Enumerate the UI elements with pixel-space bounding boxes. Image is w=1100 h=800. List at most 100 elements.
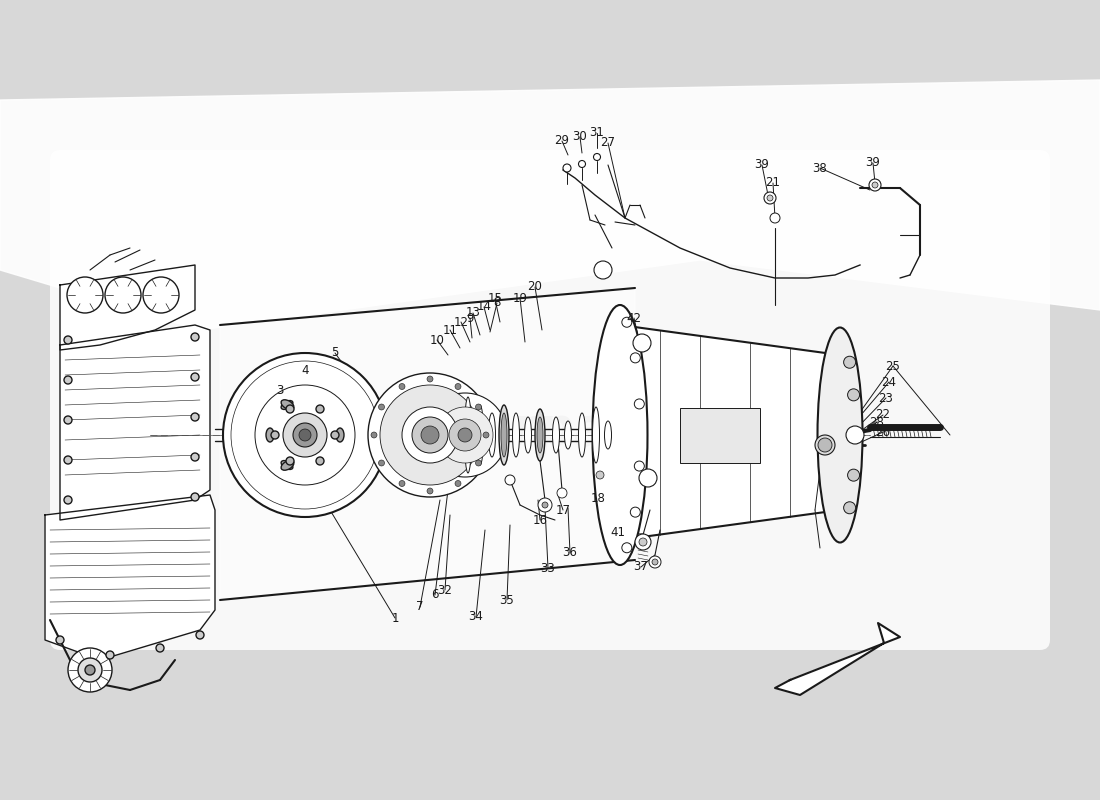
Text: 27: 27 (601, 137, 616, 150)
Circle shape (378, 460, 385, 466)
Ellipse shape (499, 405, 509, 465)
Circle shape (316, 457, 324, 465)
Ellipse shape (535, 409, 544, 461)
Circle shape (424, 393, 507, 477)
Circle shape (594, 261, 612, 279)
Circle shape (542, 502, 548, 508)
Polygon shape (776, 623, 900, 695)
Text: 26: 26 (876, 426, 891, 438)
Text: 21: 21 (766, 177, 781, 190)
Circle shape (630, 507, 640, 517)
Circle shape (844, 502, 856, 514)
Circle shape (196, 631, 204, 639)
Text: 31: 31 (590, 126, 604, 139)
Circle shape (596, 471, 604, 479)
FancyBboxPatch shape (50, 150, 1050, 650)
Text: A: A (638, 338, 646, 347)
Circle shape (223, 353, 387, 517)
Text: 24: 24 (881, 375, 896, 389)
Circle shape (846, 426, 864, 444)
Circle shape (632, 334, 651, 352)
Circle shape (191, 333, 199, 341)
Text: 13: 13 (465, 306, 481, 319)
Ellipse shape (513, 413, 519, 457)
Text: 17: 17 (556, 503, 571, 517)
Circle shape (378, 404, 385, 410)
Ellipse shape (488, 413, 495, 457)
Ellipse shape (282, 401, 293, 410)
Circle shape (143, 277, 179, 313)
Circle shape (869, 179, 881, 191)
Text: 11: 11 (442, 323, 458, 337)
Text: 28: 28 (870, 415, 884, 429)
Text: 42: 42 (627, 311, 641, 325)
Circle shape (455, 383, 461, 390)
Text: 37: 37 (634, 561, 648, 574)
Polygon shape (0, 80, 1100, 330)
Circle shape (872, 182, 878, 188)
Text: 41: 41 (610, 526, 626, 539)
Circle shape (255, 385, 355, 485)
Ellipse shape (818, 438, 832, 452)
Circle shape (293, 423, 317, 447)
Text: 32: 32 (438, 583, 452, 597)
Circle shape (64, 456, 72, 464)
Circle shape (191, 413, 199, 421)
Ellipse shape (282, 400, 294, 410)
Circle shape (635, 399, 645, 409)
Circle shape (191, 493, 199, 501)
Circle shape (770, 213, 780, 223)
Circle shape (331, 431, 339, 439)
Circle shape (299, 429, 311, 441)
Circle shape (475, 460, 482, 466)
Ellipse shape (564, 421, 572, 449)
Text: 15: 15 (487, 293, 503, 306)
Text: 5: 5 (331, 346, 339, 359)
Ellipse shape (593, 407, 600, 463)
Circle shape (505, 475, 515, 485)
Polygon shape (220, 288, 635, 600)
Circle shape (64, 336, 72, 344)
Text: 20: 20 (528, 281, 542, 294)
Text: B: B (645, 474, 651, 482)
Text: 9: 9 (466, 311, 474, 325)
Circle shape (635, 461, 645, 471)
Ellipse shape (815, 435, 835, 455)
Ellipse shape (464, 397, 472, 473)
Circle shape (649, 556, 661, 568)
Polygon shape (620, 325, 840, 540)
Text: A: A (851, 430, 858, 439)
Circle shape (286, 405, 294, 413)
Circle shape (286, 457, 294, 465)
Ellipse shape (552, 417, 560, 453)
Text: 29: 29 (554, 134, 570, 147)
Circle shape (68, 648, 112, 692)
Circle shape (379, 385, 480, 485)
Circle shape (421, 426, 439, 444)
Text: 12: 12 (453, 315, 469, 329)
Bar (680, 408, 760, 463)
Ellipse shape (537, 417, 543, 453)
Circle shape (630, 353, 640, 363)
Circle shape (437, 407, 493, 463)
Circle shape (191, 373, 199, 381)
Circle shape (56, 636, 64, 644)
Text: 6: 6 (431, 589, 439, 602)
Circle shape (483, 432, 490, 438)
Text: 19: 19 (513, 291, 528, 305)
Circle shape (191, 453, 199, 461)
Circle shape (64, 376, 72, 384)
Circle shape (594, 154, 601, 161)
Circle shape (639, 538, 647, 546)
Circle shape (67, 277, 103, 313)
Text: 4: 4 (301, 363, 309, 377)
Ellipse shape (282, 460, 294, 470)
Circle shape (449, 419, 481, 451)
Ellipse shape (282, 461, 293, 470)
Circle shape (85, 665, 95, 675)
Text: 25: 25 (886, 359, 901, 373)
Circle shape (557, 488, 566, 498)
Circle shape (371, 432, 377, 438)
Circle shape (621, 542, 631, 553)
Ellipse shape (266, 428, 274, 442)
